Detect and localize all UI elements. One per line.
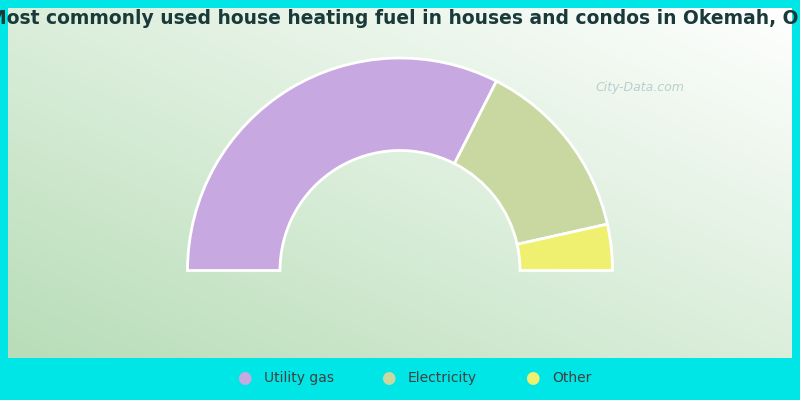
Text: Most commonly used house heating fuel in houses and condos in Okemah, OK: Most commonly used house heating fuel in…: [0, 8, 800, 28]
Text: City-Data.com: City-Data.com: [595, 82, 685, 94]
Text: ●: ●: [381, 369, 395, 387]
Wedge shape: [187, 58, 497, 270]
Text: Other: Other: [552, 371, 591, 385]
Text: Utility gas: Utility gas: [264, 371, 334, 385]
Text: Electricity: Electricity: [408, 371, 477, 385]
Wedge shape: [454, 81, 607, 244]
Text: ●: ●: [237, 369, 251, 387]
Wedge shape: [517, 224, 613, 270]
Text: ●: ●: [525, 369, 539, 387]
